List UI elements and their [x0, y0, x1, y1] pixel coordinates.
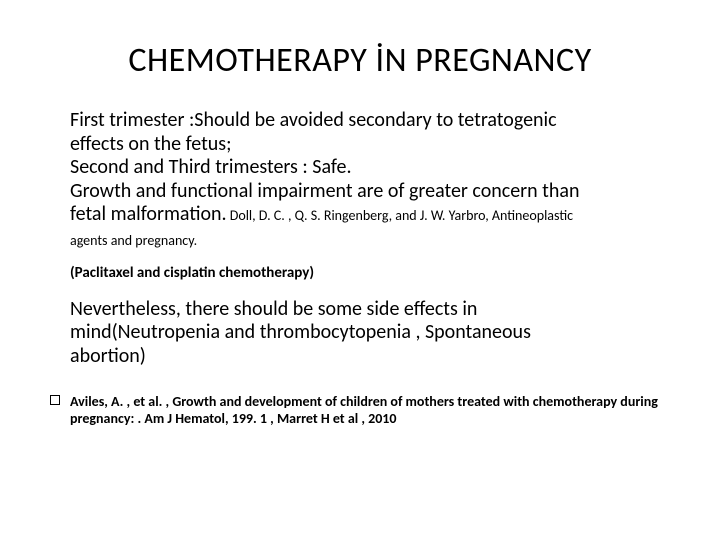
- body-paragraph-2: Nevertheless, there should be some side …: [70, 298, 670, 369]
- para2-line-1: Nevertheless, there should be some side …: [70, 297, 477, 321]
- reference-text: Aviles, A. , et al. , Growth and develop…: [70, 393, 658, 428]
- body-line-1: First trimester :Should be avoided secon…: [70, 108, 557, 132]
- body-line-5a: fetal malformation.: [70, 202, 227, 226]
- body-line-2: effects on the fetus;: [70, 132, 231, 156]
- inline-citation: Doll, D. C. , Q. S. Ringenberg, and J. W…: [227, 207, 574, 224]
- sub-note: (Paclitaxel and cisplatin chemotherapy): [70, 264, 670, 282]
- body-paragraph-1: First trimester :Should be avoided secon…: [70, 109, 670, 227]
- reference-item: Aviles, A. , et al. , Growth and develop…: [50, 393, 670, 428]
- body-line-3: Second and Third trimesters : Safe.: [70, 155, 352, 179]
- para2-line-2: mind(Neutropenia and thrombocytopenia , …: [70, 320, 531, 344]
- body-line-4: Growth and functional impairment are of …: [70, 179, 579, 203]
- slide: CHEMOTHERAPY İN PREGNANCY First trimeste…: [0, 0, 720, 540]
- slide-title: CHEMOTHERAPY İN PREGNANCY: [50, 40, 670, 81]
- para2-line-3: abortion): [70, 344, 146, 368]
- citation-continuation: agents and pregnancy.: [70, 233, 670, 250]
- bullet-box-icon: [50, 395, 60, 405]
